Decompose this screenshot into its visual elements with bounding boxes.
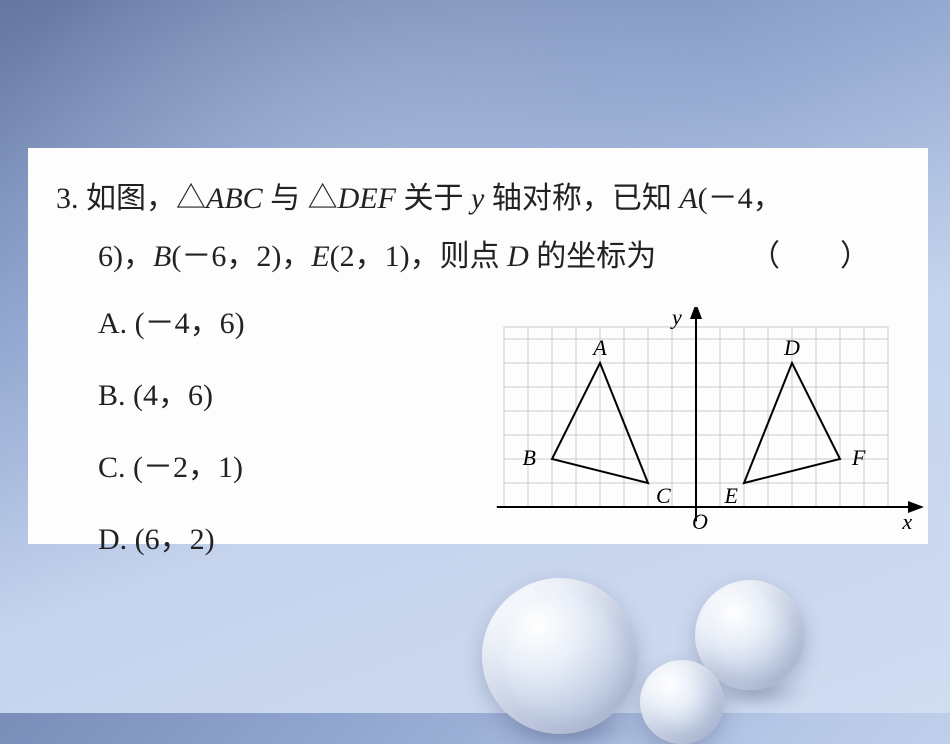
option-b: B. (4，6)	[56, 360, 476, 432]
point-e: E	[311, 240, 329, 273]
option-a-text: (－4，6)	[135, 307, 245, 340]
option-c-text: (－2，1)	[133, 451, 243, 484]
question-line-2: 6)，B(－6，2)，E(2，1)，则点 D 的坐标为 （ ）	[56, 228, 900, 286]
option-d-text: (6，2)	[135, 523, 215, 556]
svg-text:x: x	[901, 509, 912, 534]
point-d: D	[507, 240, 529, 273]
point-a: A	[679, 182, 697, 215]
line2-end: 的坐标为	[529, 240, 657, 273]
answer-paren: （ ）	[750, 228, 870, 286]
a-coords: (－4，	[698, 182, 783, 215]
triangle-def: DEF	[338, 182, 396, 215]
question-number: 3.	[56, 182, 79, 215]
q-text-3: 关于	[396, 182, 471, 215]
svg-text:D: D	[783, 335, 800, 360]
svg-text:O: O	[692, 509, 708, 534]
svg-text:C: C	[656, 483, 671, 508]
b-coords: (－6，2)，	[171, 240, 311, 273]
option-b-text: (4，6)	[133, 379, 213, 412]
options-and-chart: A. (－4，6) B. (4，6) C. (－2，1) D. (6，2) xy…	[56, 288, 900, 576]
option-a: A. (－4，6)	[56, 288, 476, 360]
option-c: C. (－2，1)	[56, 432, 476, 504]
coordinate-chart: x y O A B C D E F	[476, 307, 926, 557]
q-text-4: 轴对称，已知	[484, 182, 679, 215]
options-list: A. (－4，6) B. (4，6) C. (－2，1) D. (6，2)	[56, 288, 476, 576]
question-line-1: 3. 如图，△ABC 与 △DEF 关于 y 轴对称，已知 A(－4，	[56, 170, 900, 228]
option-b-label: B.	[98, 379, 126, 412]
sphere-3	[640, 660, 724, 744]
option-d: D. (6，2)	[56, 504, 476, 576]
svg-text:E: E	[724, 483, 739, 508]
option-c-label: C.	[98, 451, 126, 484]
option-d-label: D.	[98, 523, 127, 556]
sphere-1	[482, 578, 638, 734]
y-axis-var: y	[471, 182, 484, 215]
option-a-label: A.	[98, 307, 127, 340]
q-text-2: 与 △	[263, 182, 338, 215]
question-container: 3. 如图，△ABC 与 △DEF 关于 y 轴对称，已知 A(－4， 6)，B…	[28, 148, 928, 544]
chart-container: x y O A B C D E F	[476, 288, 926, 576]
point-b: B	[153, 240, 171, 273]
svg-text:y: y	[670, 307, 682, 330]
triangle-abc: ABC	[206, 182, 263, 215]
q-text-1: 如图，△	[86, 182, 206, 215]
svg-text:B: B	[523, 445, 536, 470]
svg-text:A: A	[591, 335, 607, 360]
line2-start: 6)，	[98, 240, 153, 273]
svg-text:F: F	[851, 445, 866, 470]
e-coords: (2，1)，则点	[330, 240, 507, 273]
